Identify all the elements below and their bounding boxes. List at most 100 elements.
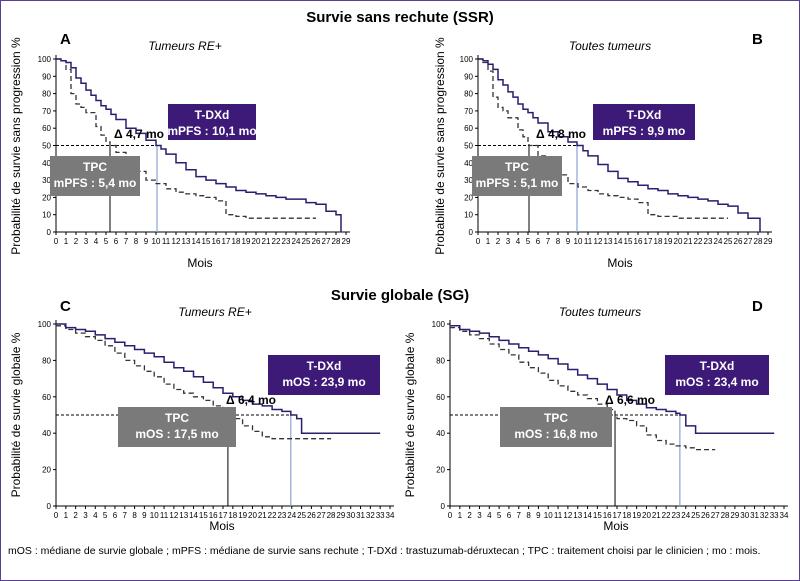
panel-a-x-tick-label: 2 bbox=[74, 237, 79, 246]
ssr-section-title: Survie sans rechute (SSR) bbox=[306, 9, 494, 26]
panel-a-x-tick-label: 7 bbox=[124, 237, 129, 246]
panel-d-x-tick-label: 16 bbox=[603, 511, 612, 520]
panel-b-x-tick-label: 8 bbox=[556, 237, 561, 246]
panel-b-x-tick-label: 23 bbox=[704, 237, 713, 246]
panel-a-x-tick-label: 9 bbox=[144, 237, 149, 246]
panel-d-x-tick-label: 32 bbox=[760, 511, 769, 520]
panel-a-y-tick-label: 90 bbox=[42, 72, 51, 81]
panel-d-tpc-box-title: TPC bbox=[544, 411, 568, 425]
panel-a-x-tick-label: 10 bbox=[152, 237, 161, 246]
panel-d-x-tick-label: 0 bbox=[448, 511, 453, 520]
panel-a-x-tick-label: 15 bbox=[202, 237, 211, 246]
panel-d-x-tick-label: 24 bbox=[681, 511, 690, 520]
panel-a-x-tick-label: 22 bbox=[272, 237, 281, 246]
panel-c-x-tick-label: 11 bbox=[160, 511, 169, 520]
panel-d-x-tick-label: 26 bbox=[701, 511, 710, 520]
panel-d-tdxd-box bbox=[665, 355, 769, 395]
panel-d-x-tick-label: 6 bbox=[507, 511, 512, 520]
panel-a-tdxd-curve bbox=[56, 58, 342, 232]
panel-b-x-tick-label: 29 bbox=[764, 237, 773, 246]
panel-b-y-axis-label: Probabilité de survie sans progression % bbox=[433, 37, 447, 255]
panel-c-x-tick-label: 25 bbox=[297, 511, 306, 520]
panel-b-y-tick-label: 10 bbox=[464, 211, 473, 220]
panel-d-y-tick-label: 60 bbox=[436, 393, 445, 402]
panel-a-x-tick-label: 23 bbox=[282, 237, 291, 246]
panel-c-x-tick-label: 30 bbox=[346, 511, 355, 520]
panel-b-x-tick-label: 14 bbox=[614, 237, 623, 246]
panel-d-x-tick-label: 12 bbox=[563, 511, 572, 520]
panel-b-x-tick-label: 12 bbox=[594, 237, 603, 246]
panel-d-x-tick-label: 34 bbox=[780, 511, 789, 520]
panel-b-x-tick-label: 7 bbox=[546, 237, 551, 246]
panel-b-letter: B bbox=[752, 31, 763, 48]
panel-a-delta-label: Δ 4,7 mo bbox=[114, 127, 164, 141]
panel-a-tdxd-box bbox=[168, 104, 256, 140]
panel-c-x-tick-label: 5 bbox=[103, 511, 108, 520]
sg-section-title: Survie globale (SG) bbox=[331, 287, 469, 304]
panel-c-x-tick-label: 34 bbox=[386, 511, 395, 520]
panel-c-y-tick-label: 60 bbox=[42, 393, 51, 402]
panel-c-delta-label: Δ 6,4 mo bbox=[226, 393, 276, 407]
panel-b-y-tick-label: 30 bbox=[464, 176, 473, 185]
panel-b-tdxd-box bbox=[593, 104, 695, 140]
panel-b-x-tick-label: 2 bbox=[496, 237, 501, 246]
panel-d-tdxd-curve bbox=[450, 325, 775, 434]
panel-c-x-tick-label: 7 bbox=[123, 511, 128, 520]
panel-c-tpc-box-title: TPC bbox=[165, 411, 189, 425]
panel-d-x-tick-label: 14 bbox=[583, 511, 592, 520]
panel-c-tpc-box bbox=[118, 407, 236, 447]
panel-b-x-tick-label: 1 bbox=[486, 237, 491, 246]
panel-a-y-tick-label: 30 bbox=[42, 176, 51, 185]
panel-a-y-tick-label: 40 bbox=[42, 159, 51, 168]
panel-b-x-tick-label: 15 bbox=[624, 237, 633, 246]
panel-b-tdxd-box-title: T-DXd bbox=[627, 108, 662, 122]
panel-c-x-tick-label: 24 bbox=[287, 511, 296, 520]
panel-b-x-tick-label: 6 bbox=[536, 237, 541, 246]
panel-a-x-tick-label: 28 bbox=[332, 237, 341, 246]
panel-a-x-tick-label: 1 bbox=[64, 237, 69, 246]
panel-c-y-tick-label: 0 bbox=[47, 502, 52, 511]
panel-b-x-tick-label: 19 bbox=[664, 237, 673, 246]
panel-c-x-tick-label: 16 bbox=[209, 511, 218, 520]
panel-a-y-axis-label: Probabilité de survie sans progression % bbox=[9, 37, 23, 255]
panel-b-tpc-box-median: mPFS : 5,1 mo bbox=[476, 176, 559, 190]
panel-c-x-tick-label: 26 bbox=[307, 511, 316, 520]
panel-d-x-tick-label: 33 bbox=[770, 511, 779, 520]
panel-c-x-tick-label: 20 bbox=[248, 511, 257, 520]
panel-b-tdxd-box-median: mPFS : 9,9 mo bbox=[603, 124, 686, 138]
panel-d-x-tick-label: 29 bbox=[730, 511, 739, 520]
panel-b-tpc-box bbox=[472, 156, 562, 196]
panel-d-tpc-box bbox=[500, 407, 612, 447]
panel-d-tpc-curve bbox=[450, 326, 716, 451]
panel-a-tpc-box-title: TPC bbox=[83, 160, 107, 174]
panel-c-x-tick-label: 14 bbox=[189, 511, 198, 520]
panel-a-y-tick-label: 100 bbox=[38, 55, 52, 64]
panel-a-y-tick-label: 10 bbox=[42, 211, 51, 220]
panel-d-y-tick-label: 100 bbox=[432, 320, 446, 329]
panel-c-x-tick-label: 28 bbox=[327, 511, 336, 520]
panel-d-x-tick-label: 11 bbox=[554, 511, 563, 520]
panel-c-x-tick-label: 1 bbox=[64, 511, 69, 520]
panel-c-tpc-box-median: mOS : 17,5 mo bbox=[135, 427, 218, 441]
panel-a-x-tick-label: 4 bbox=[94, 237, 99, 246]
panel-b-x-tick-label: 3 bbox=[506, 237, 511, 246]
panel-b-y-tick-label: 100 bbox=[460, 55, 474, 64]
panel-c-y-tick-label: 20 bbox=[42, 466, 51, 475]
panel-c-subtitle: Tumeurs RE+ bbox=[178, 305, 251, 319]
panel-d-tpc-box-median: mOS : 16,8 mo bbox=[514, 427, 597, 441]
panel-d-x-tick-label: 28 bbox=[721, 511, 730, 520]
panel-c-tpc-curve bbox=[56, 325, 332, 440]
panel-b-y-tick-label: 60 bbox=[464, 124, 473, 133]
panel-c-x-tick-label: 32 bbox=[366, 511, 375, 520]
panel-b-y-tick-label: 80 bbox=[464, 90, 473, 99]
panel-b-x-tick-label: 24 bbox=[714, 237, 723, 246]
panel-c-tdxd-box-median: mOS : 23,9 mo bbox=[282, 375, 365, 389]
panel-b-x-tick-label: 21 bbox=[684, 237, 693, 246]
panel-d-x-tick-label: 5 bbox=[497, 511, 502, 520]
panel-c-x-tick-label: 17 bbox=[219, 511, 228, 520]
panel-c-y-tick-label: 80 bbox=[42, 356, 51, 365]
panel-a-x-tick-label: 26 bbox=[312, 237, 321, 246]
panel-b-x-tick-label: 0 bbox=[476, 237, 481, 246]
panel-b-y-tick-label: 40 bbox=[464, 159, 473, 168]
panel-b-x-tick-label: 13 bbox=[604, 237, 613, 246]
